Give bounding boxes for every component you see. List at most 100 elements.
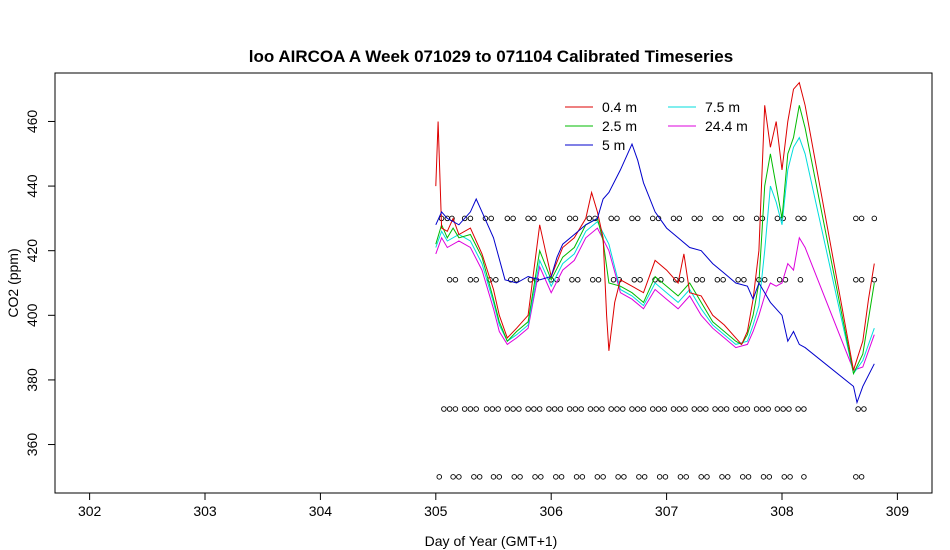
sample-marker [436, 474, 443, 480]
sample-marker [589, 277, 596, 283]
sample-marker [489, 406, 496, 412]
sample-marker [853, 277, 859, 283]
series-line-7-5-m [435, 136, 875, 375]
sample-marker [760, 474, 767, 480]
series-line-0-4-m [435, 81, 875, 371]
sample-marker [483, 406, 490, 412]
sample-marker [557, 406, 564, 412]
x-axis: 302 303 304 305 306 307 308 309 [78, 493, 909, 519]
series-lines [435, 81, 875, 405]
sample-marker [855, 406, 861, 412]
legend-label: 5 m [602, 137, 625, 153]
y-tick-label: 360 [24, 433, 40, 457]
sample-marker [476, 474, 483, 480]
sample-marker [853, 215, 859, 222]
sample-marker [714, 277, 721, 283]
series-line-24-4-m [435, 227, 875, 371]
sample-marker [641, 474, 648, 480]
sample-marker [786, 406, 792, 412]
sample-marker [733, 406, 739, 412]
sample-marker [619, 406, 626, 412]
sample-marker [691, 215, 698, 222]
sample-marker [719, 474, 725, 480]
sample-marker [446, 406, 453, 412]
sample-marker [753, 406, 760, 412]
sample-marker [676, 406, 683, 412]
x-tick-label: 309 [886, 503, 910, 519]
sample-marker [858, 215, 865, 222]
sample-marker [637, 277, 643, 283]
sample-marker [579, 474, 586, 480]
series-line-5-m [435, 142, 875, 405]
sample-marker [738, 406, 745, 412]
sample-marker [629, 406, 635, 412]
sample-marker [615, 474, 621, 480]
sample-marker [703, 406, 709, 412]
sample-marker [677, 474, 684, 480]
sample-marker [495, 406, 501, 412]
sample-marker [801, 215, 807, 222]
sample-marker [774, 406, 781, 412]
sample-marker [599, 406, 605, 412]
sample-marker [510, 406, 516, 412]
sample-markers [436, 215, 878, 480]
sample-marker [510, 215, 516, 222]
y-tick-label: 460 [24, 110, 40, 134]
sample-marker [621, 474, 627, 480]
sample-marker [797, 277, 804, 283]
sample-marker [551, 406, 558, 412]
sample-marker [572, 215, 579, 222]
sample-marker [745, 474, 752, 480]
sample-marker [467, 215, 474, 222]
sample-marker [566, 215, 573, 222]
sample-marker [774, 215, 781, 222]
sample-marker [723, 406, 730, 412]
sample-marker [471, 474, 477, 480]
sample-marker [452, 277, 459, 283]
plot-frame [54, 72, 933, 494]
sample-marker [511, 474, 518, 480]
sample-marker [871, 277, 878, 283]
sample-marker [861, 406, 867, 412]
legend: 0.4 m 2.5 m 5 m 7.5 m 24.4 m [565, 99, 748, 153]
sample-marker [738, 215, 745, 222]
sample-marker [610, 277, 617, 283]
sample-marker [516, 406, 522, 412]
sample-marker [801, 474, 807, 480]
sample-marker [513, 277, 520, 283]
sample-marker [461, 215, 468, 222]
sample-marker [765, 406, 771, 412]
sample-marker [678, 277, 685, 283]
sample-marker [634, 406, 641, 412]
sample-marker [649, 406, 656, 412]
sample-marker [712, 215, 718, 222]
x-tick-label: 304 [309, 503, 333, 519]
sample-marker [608, 406, 614, 412]
sample-marker [600, 474, 606, 480]
sample-marker [531, 406, 537, 412]
sample-marker [761, 277, 768, 283]
sample-marker [858, 474, 865, 480]
sample-marker [704, 474, 710, 480]
sample-marker [691, 406, 698, 412]
sample-marker [446, 277, 453, 283]
sample-marker [766, 474, 773, 480]
sample-marker [441, 406, 447, 412]
sample-marker [558, 474, 565, 480]
sample-marker [676, 215, 683, 222]
sample-marker [718, 215, 724, 222]
sample-marker [538, 474, 544, 480]
sample-marker [587, 406, 594, 412]
legend-label: 7.5 m [705, 99, 740, 115]
sample-marker [593, 406, 599, 412]
y-axis-label: CO2 (ppm) [5, 248, 21, 317]
y-axis: 360 380 400 420 440 460 [24, 110, 55, 457]
x-tick-label: 302 [78, 503, 102, 519]
sample-marker [740, 474, 746, 480]
sample-marker [467, 406, 474, 412]
y-tick-label: 440 [24, 174, 40, 198]
sample-marker [759, 406, 766, 412]
sample-marker [853, 474, 859, 480]
sample-marker [753, 215, 760, 222]
sample-marker [525, 406, 531, 412]
